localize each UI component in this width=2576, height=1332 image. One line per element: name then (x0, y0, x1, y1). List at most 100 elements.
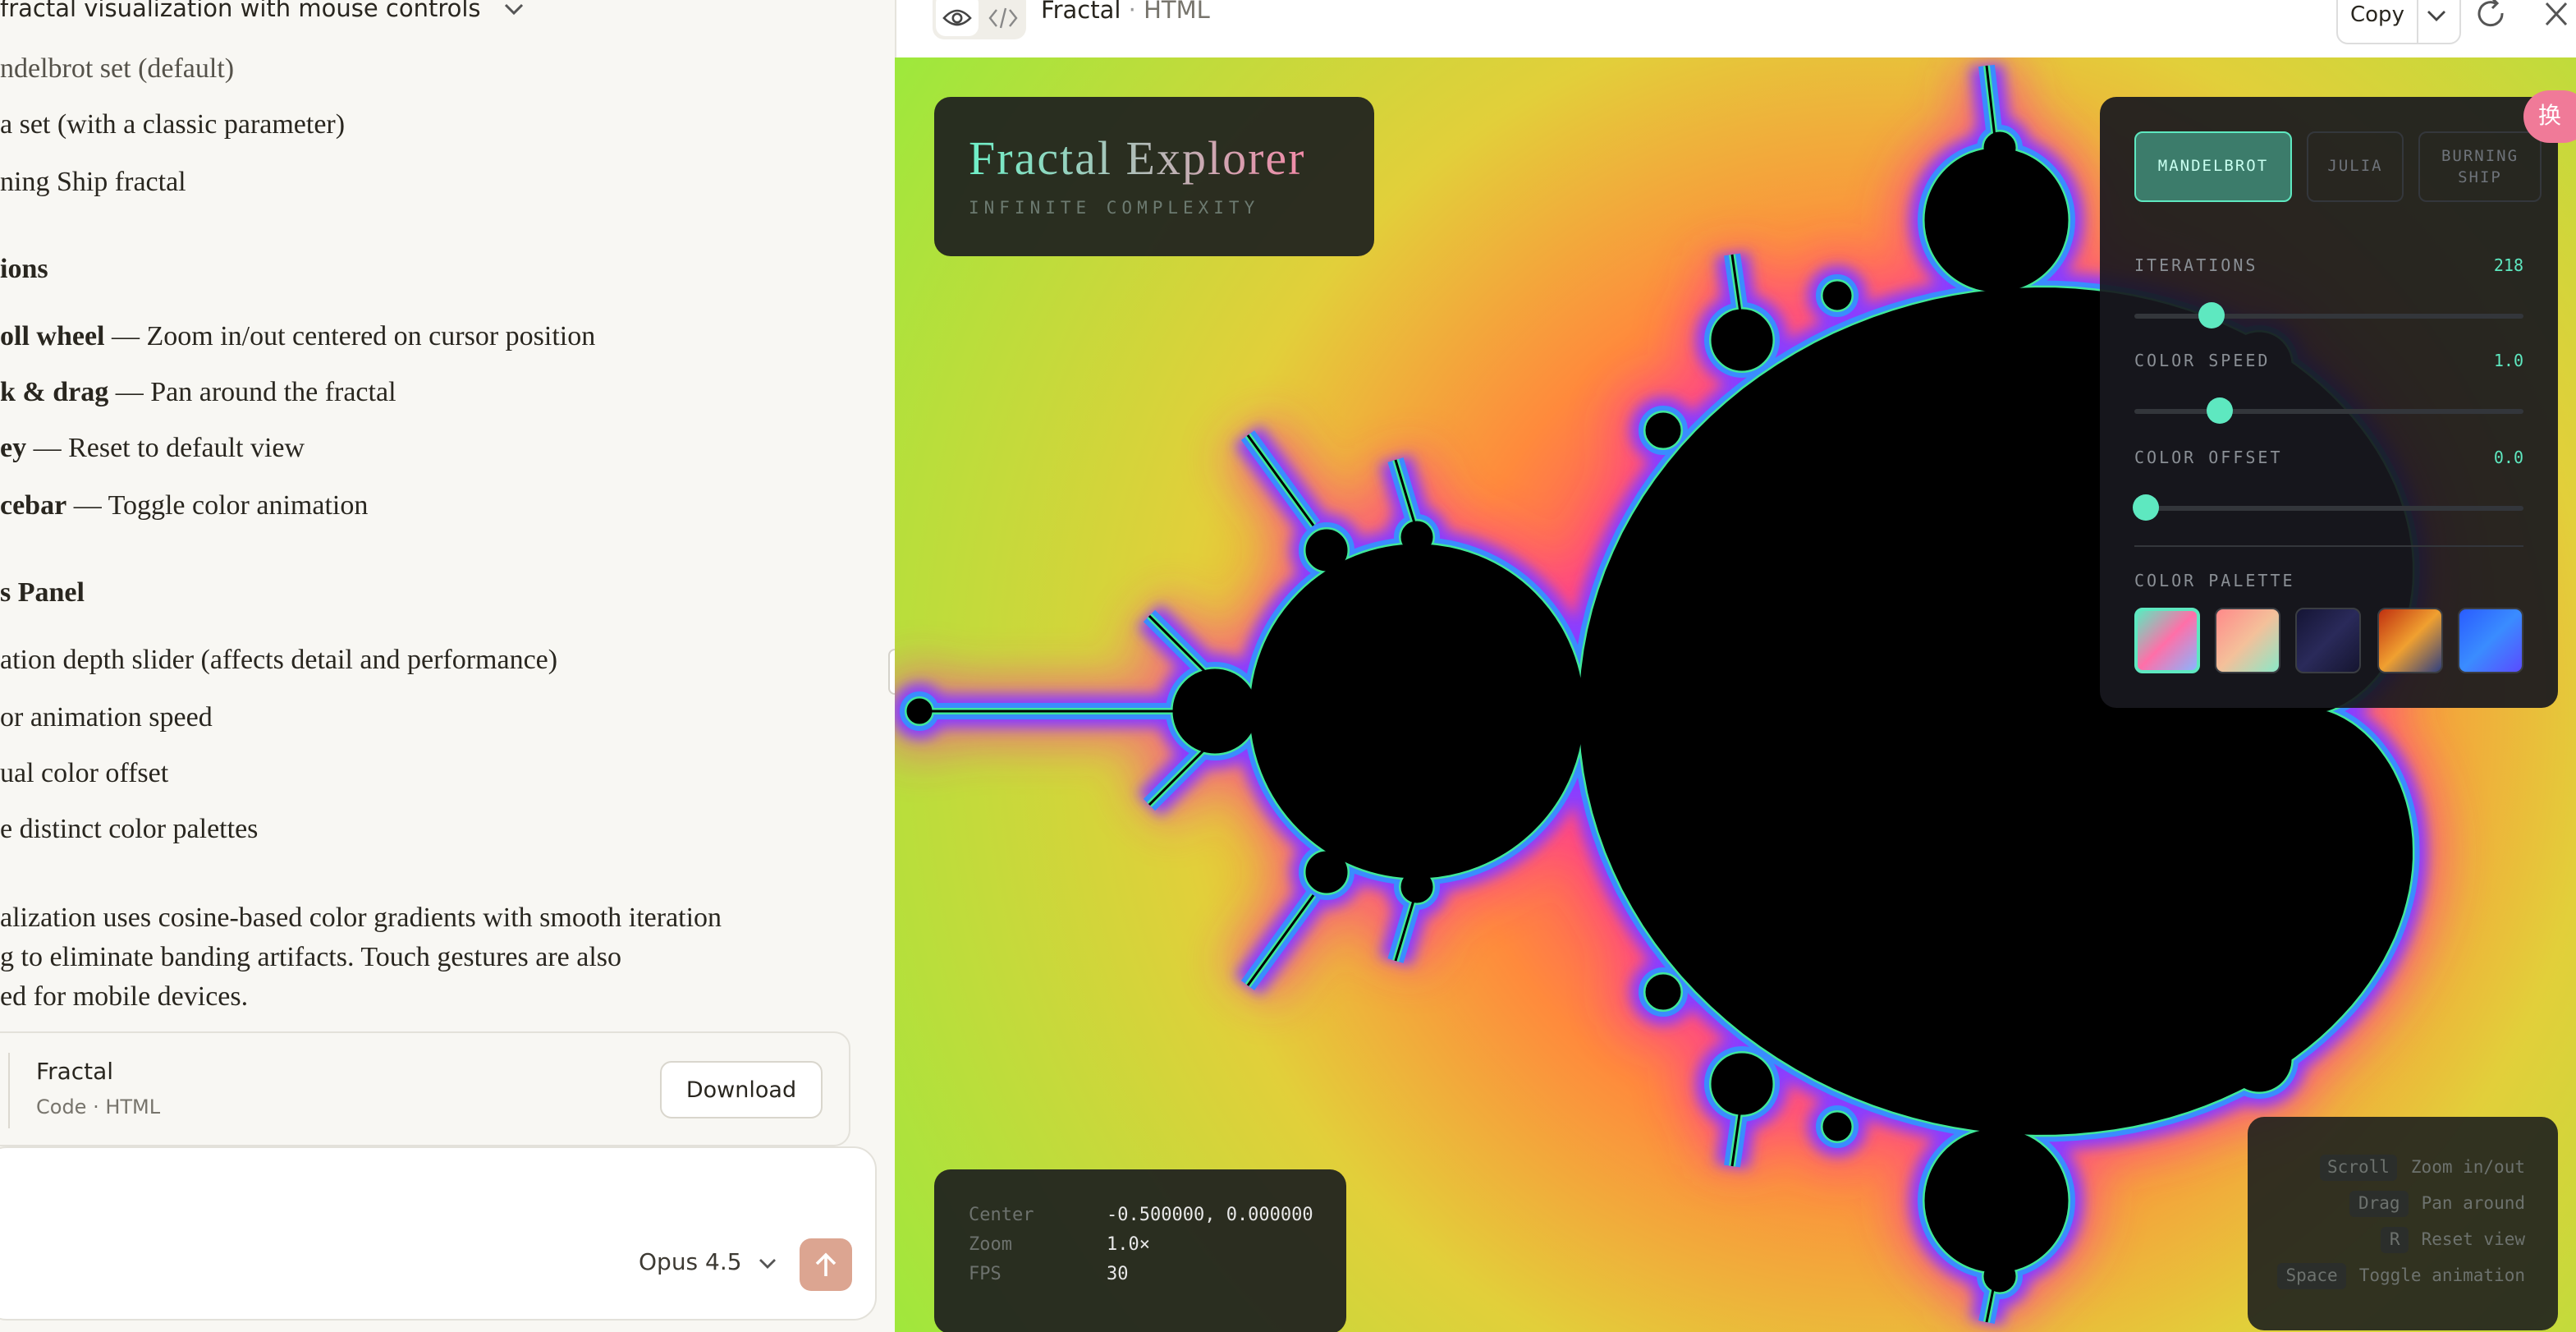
help-action: Toggle animation (2358, 1266, 2525, 1286)
control-key: k & drag (0, 376, 109, 407)
slider-thumb[interactable] (2207, 397, 2233, 424)
section-heading: s Panel (0, 576, 85, 608)
slider-label: COLOR SPEED (2134, 353, 2271, 371)
model-selector[interactable]: Opus 4.5 (639, 1250, 777, 1276)
help-action: Pan around (2421, 1194, 2525, 1214)
list-item: ning Ship fractal (0, 166, 186, 197)
chevron-icon (505, 3, 524, 16)
info-label: Center (969, 1204, 1034, 1225)
code-icon[interactable] (982, 0, 1024, 36)
fractal-tab[interactable]: MANDELBROT (2134, 131, 2292, 202)
palette-swatch[interactable] (2377, 608, 2443, 673)
palette-swatch[interactable] (2134, 608, 2200, 673)
divider (2134, 545, 2523, 547)
list-item: or animation speed (0, 701, 213, 733)
send-icon (815, 1252, 837, 1276)
info-label: FPS (969, 1263, 1002, 1284)
slider-track[interactable] (2134, 314, 2523, 319)
help-row: Drag Pan around (2349, 1191, 2525, 1217)
slider-track[interactable] (2134, 506, 2523, 511)
chat-panel: fractal visualization with mouse control… (0, 0, 895, 1332)
slider-thumb[interactable] (2133, 494, 2159, 521)
view-toggle[interactable] (933, 0, 1026, 39)
artifact-subtitle: Code · HTML (36, 1095, 161, 1118)
slider-value: 218 (2493, 258, 2523, 276)
palette-label: COLOR PALETTE (2134, 573, 2295, 591)
help-key: Space (2277, 1263, 2346, 1289)
help-key: Scroll (2319, 1155, 2398, 1181)
list-item: ual color offset (0, 757, 169, 788)
copy-group: Copy (2336, 0, 2461, 44)
help-action: Reset view (2421, 1230, 2525, 1250)
info-label: Zoom (969, 1233, 1012, 1255)
slider-thumb[interactable] (2198, 302, 2225, 328)
list-item: ation depth slider (affects detail and p… (0, 644, 558, 675)
preview-tab[interactable] (936, 0, 979, 36)
control-desc: — Zoom in/out centered on cursor positio… (112, 320, 596, 351)
list-item: ndelbrot set (default) (0, 53, 235, 84)
control-desc: — Reset to default view (33, 432, 305, 463)
artifact-icon (0, 1053, 10, 1128)
artifact-name: Fractal (1041, 0, 1121, 25)
palette-swatch[interactable] (2295, 608, 2361, 673)
paragraph-line: ed for mobile devices. (0, 981, 249, 1012)
close-button[interactable] (2542, 0, 2571, 30)
model-name: Opus 4.5 (639, 1250, 742, 1276)
slider-label: ITERATIONS (2134, 258, 2258, 276)
refresh-button[interactable] (2476, 0, 2509, 31)
title-card: Fractal Explorer INFINITE COMPLEXITY (934, 97, 1374, 256)
control-key: cebar (0, 489, 67, 521)
artifact-title: Fractal (36, 1059, 114, 1086)
app-title: Fractal Explorer (969, 133, 1306, 186)
copy-button[interactable]: Copy (2338, 0, 2418, 43)
help-key: R (2381, 1227, 2409, 1253)
separator: · (1128, 0, 1136, 25)
translate-badge[interactable]: 换 (2523, 90, 2576, 143)
chat-title-text: fractal visualization with mouse control… (0, 0, 481, 23)
download-button[interactable]: Download (660, 1061, 823, 1118)
info-value: 1.0× (1107, 1233, 1150, 1255)
help-row: Space Toggle animation (2277, 1263, 2525, 1289)
control-desc: — Toggle color animation (73, 489, 369, 521)
artifact-heading: Fractal · HTML (1041, 0, 1210, 25)
copy-menu[interactable] (2427, 10, 2446, 23)
info-value: -0.500000, 0.000000 (1107, 1204, 1313, 1225)
eye-icon (942, 9, 972, 26)
message-input[interactable]: Opus 4.5 (0, 1146, 877, 1321)
artifact-card[interactable]: Fractal Code · HTML Download (0, 1031, 850, 1146)
slider-value: 0.0 (2493, 450, 2523, 468)
help-key: Drag (2349, 1191, 2409, 1217)
list-item: a set (with a classic parameter) (0, 108, 346, 140)
paragraph-line: g to eliminate banding artifacts. Touch … (0, 941, 622, 972)
fractal-tab[interactable]: JULIA (2307, 131, 2404, 202)
palette-swatch[interactable] (2458, 608, 2523, 673)
list-item: ey — Reset to default view (0, 432, 305, 465)
app-subtitle: INFINITE COMPLEXITY (969, 199, 1260, 218)
section-heading: ions (0, 253, 48, 284)
chat-title[interactable]: fractal visualization with mouse control… (0, 0, 525, 23)
send-button[interactable] (800, 1238, 852, 1291)
artifact-kind: HTML (1144, 0, 1210, 25)
info-box: Center -0.500000, 0.000000 Zoom 1.0× FPS… (934, 1169, 1346, 1332)
paragraph-line: alization uses cosine-based color gradie… (0, 902, 722, 933)
list-item: k & drag — Pan around the fractal (0, 376, 396, 409)
palette-swatch[interactable] (2215, 608, 2280, 673)
help-row: Scroll Zoom in/out (2319, 1155, 2525, 1181)
help-row: R Reset view (2381, 1227, 2525, 1253)
list-item: e distinct color palettes (0, 813, 259, 844)
fractal-tab[interactable]: BURNING SHIP (2418, 131, 2542, 202)
slider-value: 1.0 (2493, 353, 2523, 371)
control-key: ey (0, 432, 27, 463)
list-item: oll wheel — Zoom in/out centered on curs… (0, 320, 595, 353)
help-box: Scroll Zoom in/out Drag Pan around R Reset … (2248, 1117, 2558, 1330)
slider-track[interactable] (2134, 409, 2523, 414)
info-value: 30 (1107, 1263, 1129, 1284)
control-key: oll wheel (0, 320, 105, 351)
control-desc: — Pan around the fractal (115, 376, 396, 407)
help-action: Zoom in/out (2410, 1158, 2525, 1178)
slider-label: COLOR OFFSET (2134, 450, 2283, 468)
list-item: cebar — Toggle color animation (0, 489, 368, 522)
